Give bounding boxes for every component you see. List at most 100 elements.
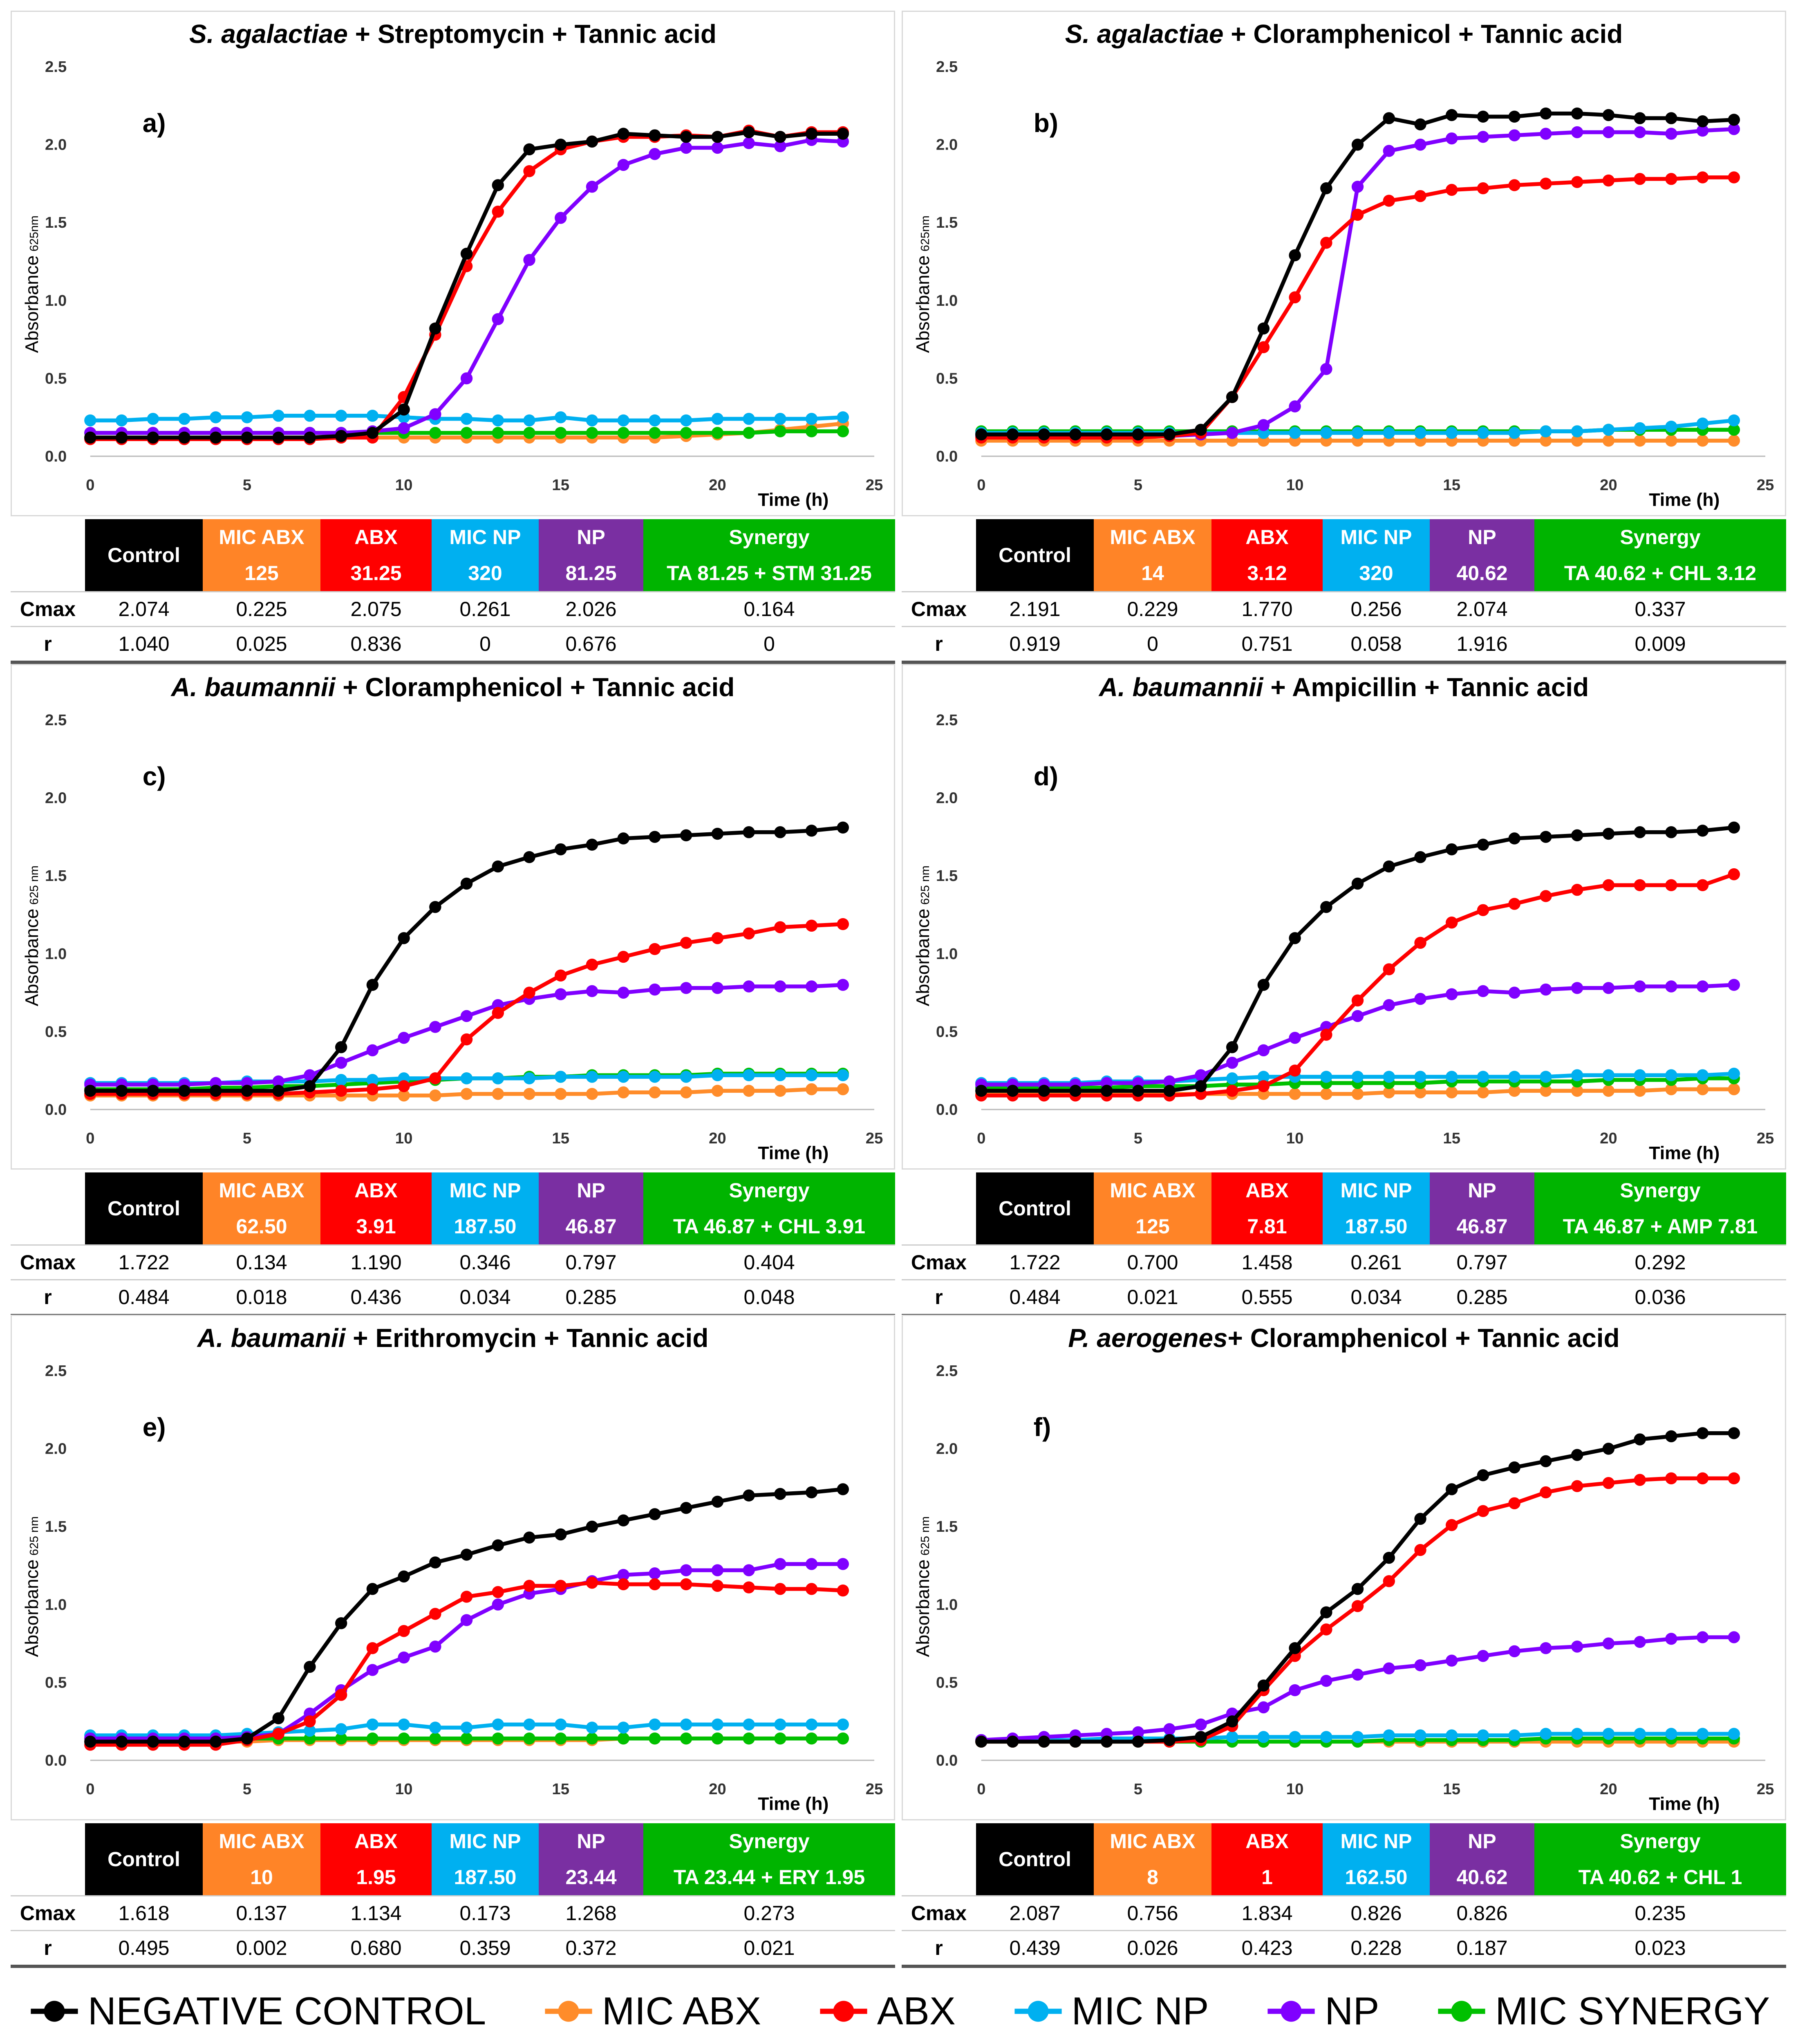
data-point-np [272, 1075, 284, 1088]
cell-r-synergy: 0.048 [643, 1279, 895, 1316]
series-control [84, 1483, 849, 1748]
data-point-abx [460, 1591, 473, 1603]
data-point-np [429, 408, 441, 420]
data-point-mic_abx [398, 1089, 410, 1102]
cell-cmax-np: 2.074 [1430, 591, 1534, 627]
header-synergy: Synergy [1534, 1823, 1786, 1859]
table-header-row: Control MIC ABX ABX MIC NP NP Synergy [902, 1823, 1786, 1896]
data-point-abx [1351, 1600, 1364, 1612]
chart-title: S. agalactiae + Cloramphenicol + Tannic … [903, 18, 1785, 49]
data-point-mic_np [1728, 1728, 1740, 1740]
y-axis-label-main: Absorbance [913, 256, 933, 353]
data-point-synergy [429, 1732, 441, 1745]
data-point-control [1132, 1735, 1144, 1748]
growth-table: Control MIC ABX ABX MIC NP NP Synergy 14 3.12 32… [902, 519, 1786, 664]
data-point-mic_abx [1508, 1085, 1520, 1097]
data-point-control [617, 1514, 629, 1526]
legend-label: MIC SYNERGY [1495, 1989, 1770, 2033]
growth-table: Control MIC ABX ABX MIC NP NP Synergy 62.50 3.9… [11, 1172, 895, 1317]
data-point-control [84, 1735, 96, 1748]
data-point-abx [398, 1625, 410, 1637]
header-control: Control [85, 519, 203, 592]
data-point-mic_np [523, 1718, 535, 1731]
data-point-synergy [429, 427, 441, 439]
data-point-mic_abx [1446, 1086, 1458, 1098]
data-point-control [492, 1539, 504, 1551]
data-point-mic_np [774, 412, 786, 425]
cell-cmax-synergy: 0.404 [643, 1244, 895, 1280]
data-point-abx [1602, 1477, 1615, 1489]
data-point-control [1320, 901, 1332, 913]
x-axis-label: Time (h) [758, 1794, 828, 1814]
table-header-row: 62.50 3.91 187.50 46.87 TA 46.87 + CHL 3.91 [11, 1208, 895, 1245]
series-line-abx [981, 872, 1735, 1098]
table-row-r: r 0.919 0 0.751 0.058 1.916 0.009 [902, 626, 1786, 662]
data-point-control [460, 1549, 473, 1561]
data-point-control [1101, 1085, 1113, 1097]
data-point-np [335, 1057, 347, 1069]
data-point-control [1696, 115, 1709, 128]
data-point-control [649, 1508, 661, 1520]
data-point-mic_np [1226, 1072, 1238, 1085]
table-header-row: 8 1 162.50 40.62 TA 40.62 + CHL 1 [902, 1859, 1786, 1896]
data-point-control [1289, 1642, 1301, 1654]
header-conc-np: 40.62 [1430, 1859, 1534, 1896]
y-tick-label: 0.0 [936, 1101, 958, 1118]
header-conc-mic_abx: 14 [1094, 555, 1211, 592]
table-row-r: r 0.484 0.018 0.436 0.034 0.285 0.048 [11, 1279, 895, 1316]
data-point-mic_abx [1351, 1088, 1364, 1100]
data-point-control [1696, 825, 1709, 837]
data-point-abx [1257, 341, 1270, 354]
data-point-mic_np [492, 1072, 504, 1085]
chart-title: A. baumanii + Erithromycin + Tannic acid [12, 1322, 894, 1354]
y-axis-label: Absorbance 625nm [913, 215, 933, 353]
data-point-mic_np [1571, 1728, 1583, 1740]
data-point-np [1571, 126, 1583, 139]
data-point-np [460, 372, 473, 385]
data-point-abx [1508, 1497, 1520, 1509]
series-line-control [90, 825, 843, 1093]
data-point-control [1477, 838, 1489, 851]
data-point-abx [1728, 868, 1740, 881]
series-line-np [90, 1562, 843, 1741]
data-point-np [1257, 1044, 1270, 1056]
data-point-control [837, 1483, 849, 1495]
data-point-control [115, 1735, 128, 1748]
data-point-np [1132, 1726, 1144, 1739]
data-point-mic_np [1571, 425, 1583, 437]
series-line-control [90, 130, 843, 440]
data-point-mic_np [649, 1071, 661, 1083]
data-point-synergy [1728, 424, 1740, 436]
cell-r-np: 0.372 [539, 1930, 643, 1966]
cell-cmax-control: 1.722 [976, 1244, 1094, 1280]
header-conc-abx: 7.81 [1211, 1208, 1323, 1245]
row-label: r [11, 1930, 85, 1966]
header-conc-synergy: TA 40.62 + CHL 3.12 [1534, 555, 1786, 592]
x-tick-label: 15 [552, 476, 569, 494]
table-header-row: Control MIC ABX ABX MIC NP NP Synergy [11, 519, 895, 592]
data-point-abx [272, 1728, 284, 1740]
data-point-mic_np [1602, 1728, 1615, 1740]
cell-r-control: 0.484 [976, 1279, 1094, 1316]
data-point-np [1351, 1668, 1364, 1681]
data-point-np [774, 140, 786, 152]
data-point-control [335, 430, 347, 442]
header-conc-mic_np: 187.50 [1323, 1208, 1430, 1245]
data-point-np [398, 422, 410, 435]
data-point-mic_np [805, 1718, 818, 1731]
data-point-mic_abx [805, 1083, 818, 1096]
data-point-mic_abx [1540, 1085, 1552, 1097]
data-point-abx [1351, 994, 1364, 1007]
data-point-synergy [743, 427, 755, 439]
series-line-abx [90, 922, 843, 1096]
y-tick-label: 0.5 [45, 1674, 67, 1691]
data-point-abx [805, 919, 818, 932]
x-tick-label: 20 [709, 1130, 726, 1147]
data-point-np [649, 148, 661, 160]
data-point-control [975, 1735, 987, 1748]
data-point-abx [1728, 171, 1740, 184]
series-np [975, 1631, 1740, 1746]
data-point-mic_np [743, 1069, 755, 1081]
cell-cmax-abx: 1.770 [1211, 591, 1323, 627]
y-axis-label-sub: 625 nm [28, 1516, 41, 1555]
